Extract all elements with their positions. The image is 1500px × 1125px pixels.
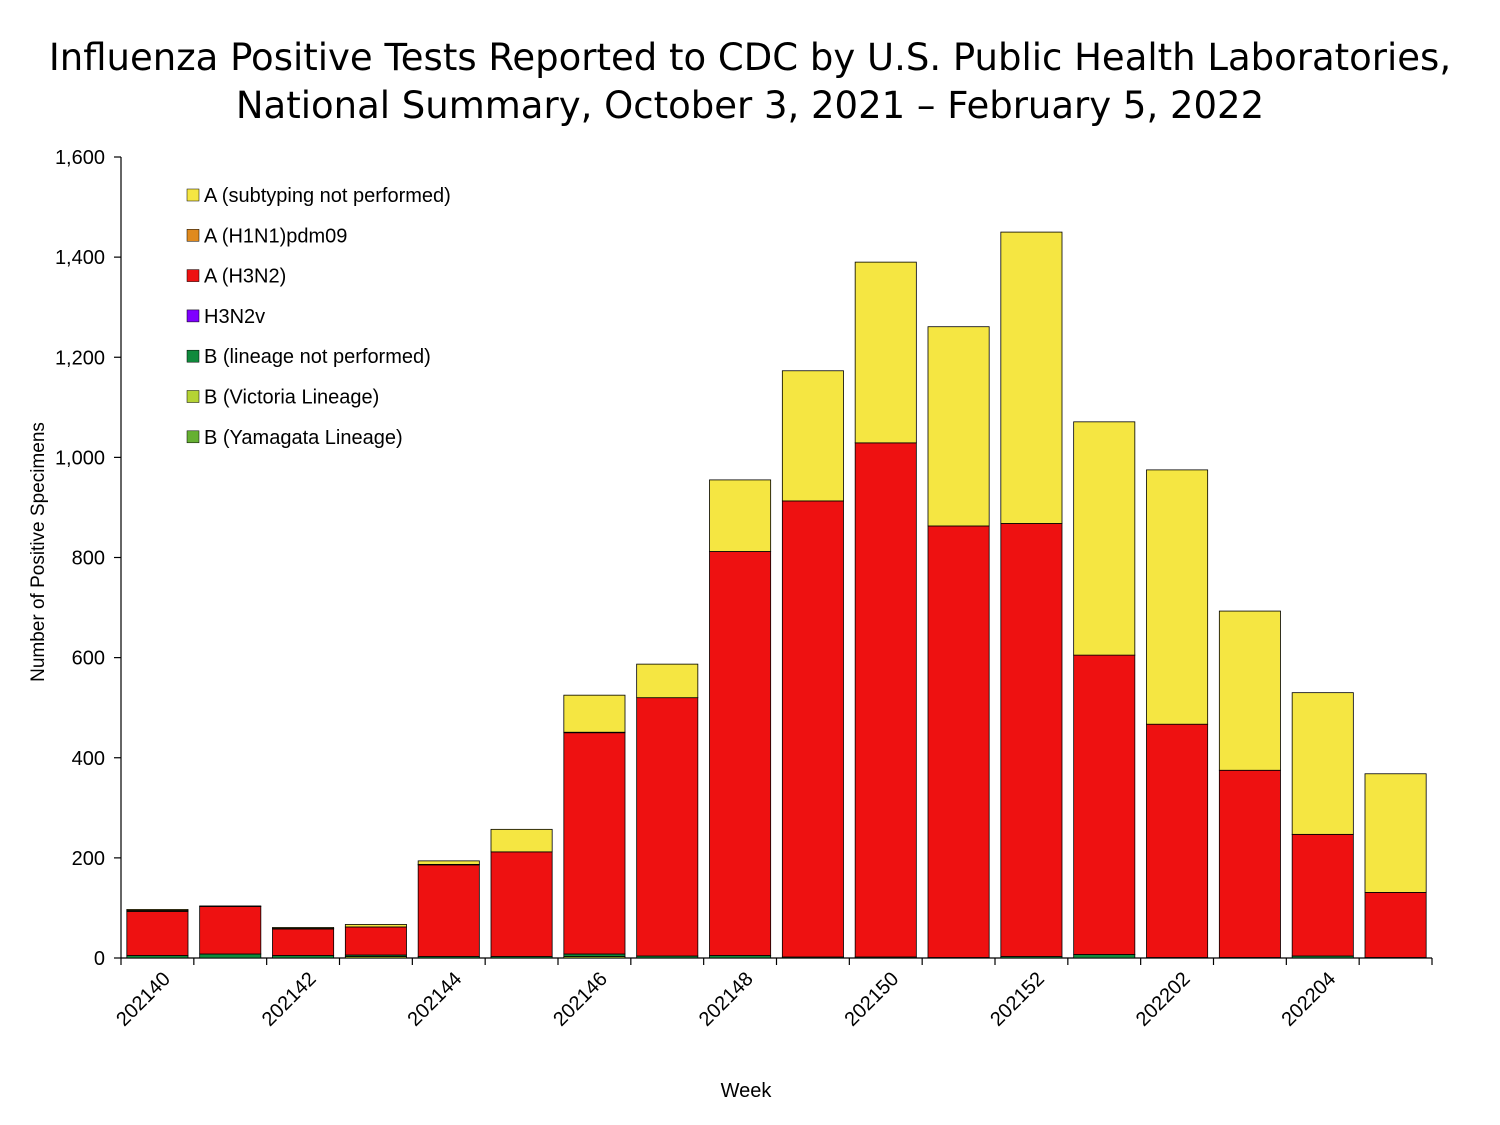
x-tick-labels: 202140 202142 202144 202146 202148 202150 2021…	[112, 968, 1340, 1031]
x-axis-label: Week	[721, 1080, 773, 1102]
y-tick-label: 1,200	[55, 347, 105, 369]
bar-segment	[709, 479, 772, 552]
x-tick-label: 202204	[1278, 968, 1341, 1031]
bar-segment	[417, 864, 480, 957]
chart-title: Influenza Positive Tests Reported to CDC…	[0, 34, 1500, 130]
bar-segment	[1146, 469, 1209, 725]
bar-segment	[781, 370, 844, 502]
bar-segment	[1364, 773, 1427, 893]
bar-segment	[563, 732, 626, 955]
y-tick-label: 600	[72, 648, 105, 670]
legend-swatch	[186, 349, 200, 363]
bar-segment	[1073, 421, 1136, 656]
y-tick-label: 1,600	[55, 147, 105, 169]
bar-segment	[417, 860, 480, 865]
x-tick-label: 202148	[695, 968, 758, 1031]
bar-segment	[781, 500, 844, 958]
bar-segment	[272, 927, 335, 929]
bar-segment	[1291, 833, 1354, 957]
bar-segment	[1000, 231, 1063, 524]
bar-segment	[272, 928, 335, 956]
legend-label: A (H3N2)	[204, 266, 286, 288]
bar-segment	[563, 694, 626, 733]
bar-segment	[344, 924, 407, 928]
legend-swatch	[186, 229, 200, 242]
legend-swatch	[186, 430, 200, 444]
y-axis-label: Number of Positive Specimens	[28, 422, 49, 682]
bar-segment	[854, 442, 917, 958]
bar-segment	[1364, 892, 1427, 958]
chart-title-line-1: Influenza Positive Tests Reported to CDC…	[48, 36, 1452, 79]
legend-swatch	[186, 269, 200, 282]
bar-segment	[344, 926, 407, 956]
bar-segment	[1291, 692, 1354, 835]
bar-segment	[1073, 654, 1136, 955]
x-tick-label: 202142	[258, 968, 321, 1031]
y-tick-label: 200	[72, 848, 105, 870]
y-tick-label: 1,400	[55, 247, 105, 269]
y-tick-label: 400	[72, 748, 105, 770]
x-tick-label: 202146	[549, 968, 612, 1031]
x-tick-label: 202150	[841, 968, 904, 1031]
bar-segment	[1218, 769, 1281, 958]
bar-segment	[199, 906, 262, 955]
bar-segment	[490, 851, 553, 957]
bar-segment	[199, 953, 262, 959]
legend-label: B (Yamagata Lineage)	[204, 427, 403, 449]
bar-segment	[636, 697, 699, 957]
bar-segment	[709, 551, 772, 956]
legend-label: B (lineage not performed)	[204, 346, 431, 368]
bar-segment	[1218, 610, 1281, 771]
y-tick-label: 0	[94, 948, 105, 970]
legend-label: A (subtyping not performed)	[204, 185, 451, 207]
x-tick-label: 202144	[404, 968, 467, 1031]
chart-title-line-2: National Summary, October 3, 2021 – Febr…	[235, 84, 1265, 127]
bar-segment	[199, 905, 262, 907]
y-tick-label: 800	[72, 548, 105, 570]
legend-label: H3N2v	[204, 306, 265, 328]
legend-swatch	[186, 390, 200, 403]
bar-segment	[126, 911, 189, 956]
bars	[126, 231, 1427, 959]
x-tick-label: 202202	[1132, 968, 1195, 1031]
legend: A (subtyping not performed) A (H1N1)pdm09…	[186, 185, 451, 449]
x-tick-label: 202152	[986, 968, 1049, 1031]
legend-label: A (H1N1)pdm09	[204, 225, 347, 247]
bar-segment	[927, 326, 990, 527]
bar-segment	[927, 525, 990, 958]
legend-swatch	[186, 188, 200, 202]
axes: 0 200 400 600 800 1,000 1,200 1,400 1,600	[55, 147, 1433, 970]
bar-segment	[1073, 954, 1136, 959]
y-tick-label: 1,000	[55, 447, 105, 469]
legend-label: B (Victoria Lineage)	[204, 387, 379, 409]
bar-segment	[126, 909, 189, 911]
bar-segment	[854, 261, 917, 444]
bar-segment	[1146, 723, 1209, 958]
bar-segment	[636, 663, 699, 699]
legend-swatch	[186, 309, 200, 323]
bar-segment	[490, 828, 553, 853]
bar-segment	[1000, 523, 1063, 957]
x-tick-label: 202140	[112, 968, 175, 1031]
